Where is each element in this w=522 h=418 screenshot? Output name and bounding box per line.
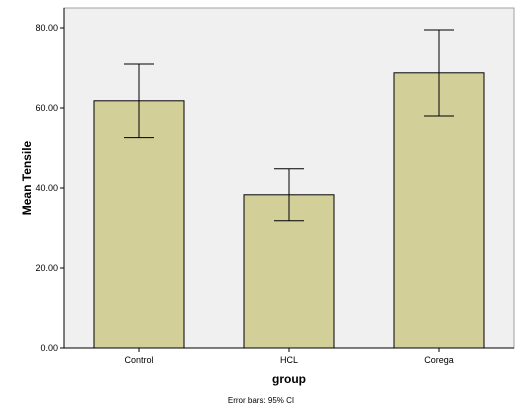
y-tick-label: 80.00 [35, 23, 58, 33]
y-axis-title: Mean Tensile [20, 140, 34, 215]
error-bars-footnote: Error bars: 95% CI [228, 396, 294, 405]
x-ticks-group: Control HCL Corega [124, 348, 454, 365]
y-tick-label: 60.00 [35, 103, 58, 113]
y-tick-label: 20.00 [35, 263, 58, 273]
x-tick-label: Corega [424, 355, 454, 365]
bar-control [93, 100, 185, 349]
error-bars-group [124, 29, 454, 222]
bar-corega [393, 72, 485, 349]
y-ticks-group: 0.00 20.00 40.00 60.00 80.00 [35, 23, 64, 353]
x-tick-label: Control [124, 355, 153, 365]
y-tick-label: 40.00 [35, 183, 58, 193]
y-tick-label: 0.00 [40, 343, 58, 353]
x-tick-label: HCL [280, 355, 298, 365]
x-axis-title: group [272, 372, 306, 386]
